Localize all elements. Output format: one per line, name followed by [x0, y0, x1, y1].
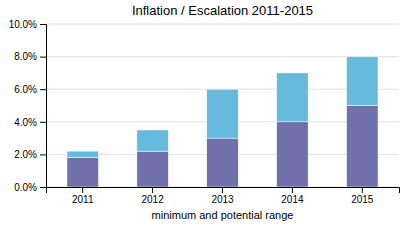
- grid: [46, 24, 399, 187]
- y-tick-label: 6.0%: [14, 84, 37, 95]
- x-tick-mark: [362, 187, 363, 193]
- y-axis: 0.0% 2.0% 4.0% 6.0% 8.0% 10.0%: [9, 19, 47, 193]
- plot: 0.0%2.0%4.0%6.0%8.0%10.0%201120122013201…: [9, 19, 400, 205]
- bar: [137, 130, 168, 151]
- bar: [277, 73, 308, 122]
- bar: [347, 106, 378, 188]
- x-axis-title: minimum and potential range: [152, 209, 294, 221]
- x-tick-label: 2015: [351, 194, 374, 205]
- y-tick-label: 4.0%: [14, 117, 37, 128]
- x-tick: 2015: [351, 187, 374, 205]
- bar: [67, 151, 98, 158]
- x-tick-label: 2011: [72, 194, 94, 205]
- y-tick: 10.0%: [9, 19, 46, 30]
- x-tick-label: 2013: [211, 194, 234, 205]
- y-tick: 0.0%: [14, 182, 46, 193]
- title: Inflation / Escalation 2011-2015: [132, 3, 313, 18]
- x-tick: 2014: [281, 187, 304, 205]
- y-tick-mark: [40, 24, 46, 25]
- y-tick-label: 10.0%: [9, 19, 37, 30]
- grid-line: [46, 24, 399, 25]
- y-tick-label: 0.0%: [14, 182, 37, 193]
- y-tick-mark: [40, 122, 46, 123]
- y-tick: 2.0%: [14, 149, 46, 160]
- x-tick-mark: [292, 187, 293, 193]
- x-tick-label: 2012: [141, 194, 164, 205]
- bar: [347, 57, 378, 106]
- bar: [207, 89, 238, 138]
- x-tick-mark: [152, 187, 153, 193]
- x-tick-mark: [82, 187, 83, 193]
- x-tick: 2013: [211, 187, 234, 205]
- y-tick: 6.0%: [14, 84, 46, 95]
- y-tick: 8.0%: [14, 51, 46, 62]
- y-tick-mark: [40, 187, 46, 188]
- y-tick-mark: [40, 154, 46, 155]
- y-tick-label: 2.0%: [14, 149, 37, 160]
- x-tick-label: 2014: [281, 194, 304, 205]
- x-tick: 2011: [72, 187, 94, 205]
- bar: [137, 151, 168, 187]
- x-axis: 2011 2012 2013 2014 2015: [47, 187, 400, 205]
- y-tick-label: 8.0%: [14, 51, 37, 62]
- x-axis-line: [47, 188, 400, 194]
- chart: 0.0%2.0%4.0%6.0%8.0%10.0%201120122013201…: [0, 0, 411, 225]
- x-tick-mark: [222, 187, 223, 193]
- bar: [277, 122, 308, 187]
- grid-line: [46, 56, 399, 57]
- bar: [67, 158, 98, 187]
- y-tick-mark: [40, 57, 46, 58]
- y-tick-mark: [40, 89, 46, 90]
- x-tick: 2012: [141, 187, 164, 205]
- bars: [67, 57, 378, 187]
- bar: [207, 138, 238, 187]
- y-axis-line: [40, 25, 47, 188]
- y-tick: 4.0%: [14, 117, 46, 128]
